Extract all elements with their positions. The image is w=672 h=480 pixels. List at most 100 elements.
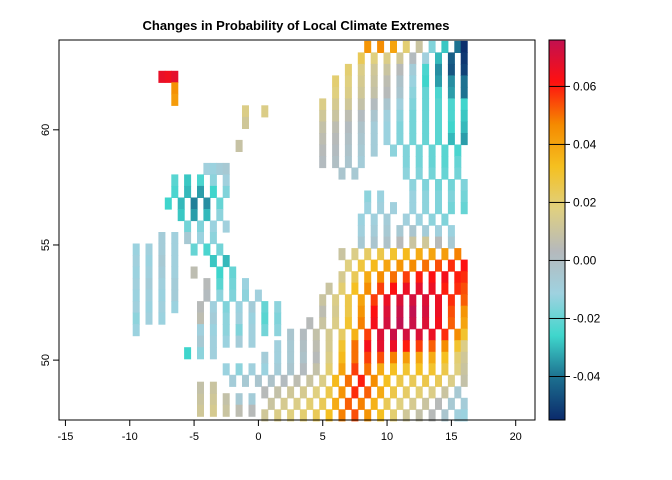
heatmap-cell — [435, 305, 442, 318]
heatmap-cell — [383, 213, 391, 226]
heatmap-cell — [364, 328, 372, 341]
heatmap-cell — [415, 351, 423, 364]
heatmap-cell — [235, 404, 243, 417]
heatmap-cell — [454, 40, 462, 53]
heatmap-cell — [383, 236, 391, 249]
heatmap-cell — [422, 179, 430, 192]
heatmap-cell — [293, 374, 301, 387]
heatmap-cell — [325, 282, 333, 295]
heatmap-cell — [242, 289, 249, 302]
heatmap-cell — [428, 248, 436, 261]
heatmap-cell — [319, 121, 327, 134]
heatmap-cell — [396, 109, 404, 122]
heatmap-cell — [441, 167, 449, 180]
heatmap-cell — [357, 225, 365, 238]
heatmap-cell — [377, 202, 385, 215]
heatmap-cell — [370, 259, 378, 272]
heatmap-cell — [441, 271, 449, 284]
heatmap-cell — [158, 312, 166, 325]
heatmap-cell — [203, 243, 211, 256]
heatmap-cell — [332, 156, 340, 169]
heatmap-cell — [344, 259, 352, 272]
heatmap-cell — [344, 294, 352, 307]
heatmap-cell — [428, 271, 436, 284]
heatmap-cell — [338, 248, 346, 261]
heatmap-cell — [428, 363, 436, 376]
colorbar-tick-label: 0.02 — [573, 195, 597, 209]
heatmap-cell — [415, 248, 423, 261]
heatmap-cell — [415, 282, 423, 295]
heatmap-cell — [338, 328, 346, 341]
heatmap-cell — [422, 63, 430, 76]
heatmap-cell — [422, 98, 430, 111]
heatmap-cell — [248, 404, 256, 417]
heatmap-cell — [242, 105, 249, 118]
heatmap-cell — [409, 179, 417, 192]
heatmap-cell — [402, 351, 410, 364]
heatmap-cell — [190, 243, 198, 256]
heatmap-cell — [428, 340, 436, 353]
heatmap-cell — [435, 317, 442, 330]
heatmap-cell — [344, 305, 352, 318]
heatmap-cell — [197, 393, 204, 406]
heatmap-cell — [319, 317, 327, 330]
heatmap-cell — [184, 347, 192, 360]
heatmap-cell — [415, 213, 423, 226]
heatmap-cell — [435, 52, 442, 65]
heatmap-cell — [370, 63, 378, 76]
heatmap-cell — [267, 374, 275, 387]
heatmap-cell — [364, 248, 372, 261]
heatmap-cell — [209, 312, 217, 325]
heatmap-cell — [158, 266, 166, 279]
heatmap-cell — [460, 109, 468, 122]
heatmap-cell — [383, 259, 391, 272]
heatmap-cell — [370, 317, 378, 330]
heatmap-cell — [344, 317, 352, 330]
heatmap-cell — [402, 271, 410, 284]
heatmap-cell — [357, 213, 365, 226]
heatmap-cell — [171, 278, 179, 291]
heatmap-cell — [409, 294, 417, 307]
heatmap-cell — [344, 109, 352, 122]
heatmap-cell — [460, 202, 468, 215]
heatmap-cell — [409, 121, 417, 134]
heatmap-cell — [447, 317, 455, 330]
heatmap-cell — [447, 121, 455, 134]
heatmap-cell — [306, 317, 314, 330]
x-tick-label: 10 — [381, 431, 393, 443]
heatmap-cell — [435, 225, 442, 238]
heatmap-cell — [312, 340, 320, 353]
heatmap-cell — [370, 305, 378, 318]
x-tick-label: -15 — [57, 431, 73, 443]
heatmap-cell — [435, 374, 442, 387]
heatmap-cell — [370, 109, 378, 122]
colorbar-tick-label: 0.00 — [573, 253, 597, 267]
heatmap-cell — [357, 144, 365, 157]
heatmap-cell — [390, 40, 397, 53]
heatmap-cell — [390, 271, 397, 284]
heatmap-cell — [312, 363, 320, 376]
heatmap-cell — [409, 63, 417, 76]
heatmap-cell — [364, 386, 372, 399]
heatmap-cell — [344, 86, 352, 99]
heatmap-cell — [332, 317, 340, 330]
heatmap-cell — [357, 121, 365, 134]
heatmap-cell — [415, 271, 423, 284]
heatmap-cell — [454, 328, 462, 341]
heatmap-cell — [132, 289, 140, 302]
heatmap-cell — [435, 63, 442, 76]
heatmap-cell — [377, 340, 385, 353]
heatmap-cell — [338, 386, 346, 399]
heatmap-cell — [396, 305, 404, 318]
heatmap-cell — [197, 220, 204, 233]
heatmap-cell — [357, 109, 365, 122]
heatmap-cell — [254, 374, 262, 387]
heatmap-cell — [383, 63, 391, 76]
heatmap-cell — [370, 374, 378, 387]
heatmap-cell — [332, 75, 340, 88]
heatmap-cell — [197, 301, 204, 314]
heatmap-cell — [460, 98, 468, 111]
heatmap-cell — [422, 259, 430, 272]
heatmap-cell — [402, 144, 410, 157]
heatmap-cell — [351, 340, 359, 353]
